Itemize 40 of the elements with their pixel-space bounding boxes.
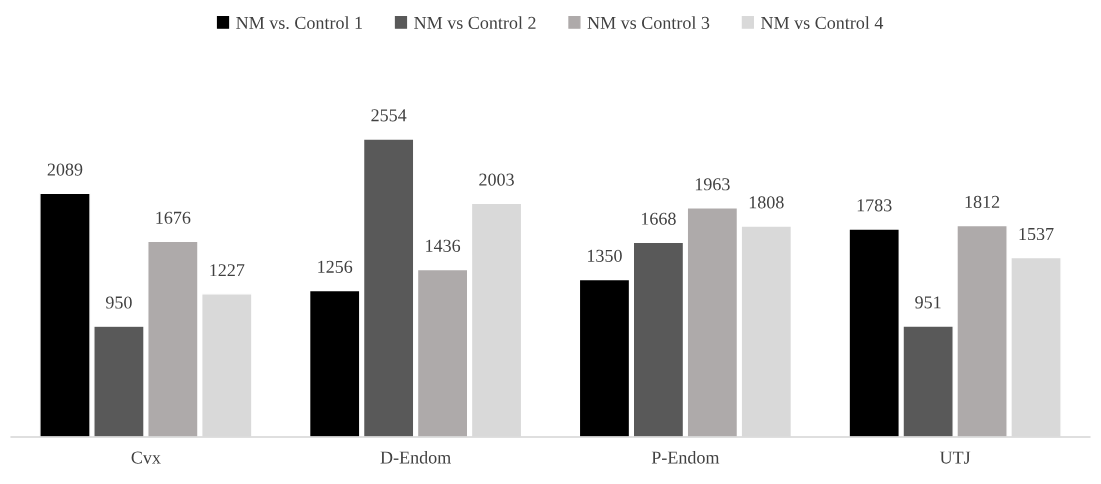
data-label: 1812	[965, 195, 1000, 208]
data-label: 1537	[1019, 227, 1054, 241]
data-label: 1350	[587, 249, 622, 262]
data-label: 1963	[695, 178, 730, 191]
bar	[632, 241, 685, 438]
data-label: 1676	[156, 211, 191, 224]
data-label: 950	[105, 296, 132, 309]
bar	[201, 293, 253, 438]
bar	[362, 138, 415, 438]
data-label: 1668	[641, 212, 676, 225]
x-tick-label: UTJ	[939, 451, 971, 464]
data-label: 2554	[371, 109, 407, 122]
bar	[147, 240, 199, 438]
bar	[902, 325, 954, 438]
data-label: 1256	[318, 260, 353, 273]
legend-label: NM vs. Control 1	[236, 16, 362, 30]
data-label: 1808	[749, 196, 784, 209]
data-label: 2003	[479, 173, 514, 186]
bar	[1010, 256, 1062, 438]
bar	[39, 192, 91, 438]
bar	[956, 224, 1008, 438]
bar	[470, 202, 523, 438]
data-label: 951	[915, 296, 941, 309]
bar	[578, 278, 631, 438]
bar	[308, 289, 361, 438]
bar	[93, 325, 145, 438]
x-tick-label: D-Endom	[380, 450, 451, 464]
x-tick-label: Cvx	[131, 451, 161, 464]
data-label: 1227	[210, 264, 245, 277]
bar	[416, 268, 469, 438]
data-label: 2089	[47, 163, 83, 176]
bar	[686, 207, 739, 438]
x-tick-label: P-Endom	[651, 450, 720, 464]
legend-label: NM vs Control 2	[414, 16, 536, 29]
legend-label: NM vs Control 4	[761, 16, 884, 29]
data-label: 1436	[426, 239, 461, 252]
data-label: 1783	[857, 199, 892, 212]
bar	[740, 225, 793, 438]
legend-label: NM vs Control 3	[587, 16, 710, 29]
bar	[848, 228, 900, 438]
